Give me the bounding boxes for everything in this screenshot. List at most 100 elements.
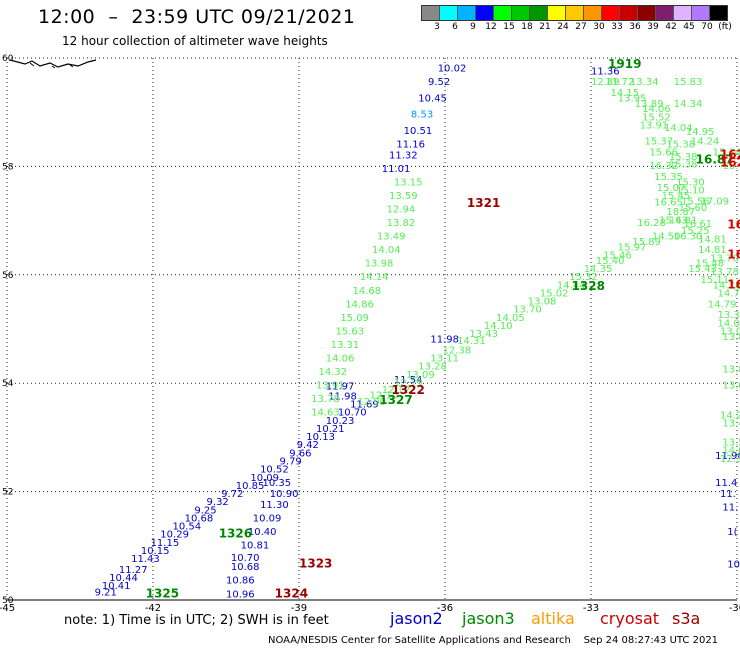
data-label-jason3: 14.02 [722,446,740,457]
data-label-jason3: 12.12 [382,385,411,396]
data-label-jason3: 12.19 [394,378,423,389]
y-tick-label: 54 [2,379,14,389]
data-label-jason3: 16.32 [649,161,678,172]
data-label-jason2: 10.85 [236,481,265,492]
data-label-jason3: 15.97 [618,242,647,253]
coastline-detail [29,62,74,69]
data-label-jason2: 1( [727,527,737,538]
data-label-s3a: 1322 [391,383,424,397]
legend-tick-label: 3 [434,22,440,32]
data-label-jason3: 14.15 [610,88,639,99]
data-label-s3a: 1324 [275,586,308,600]
data-label-jason3: 14.01 [718,318,740,329]
data-label-jason3: 12.89 [591,77,620,88]
data-label-jason2: 10.13 [306,432,335,443]
data-label-jason2: 8.53 [411,110,433,121]
data-label-jason3: 13.07 [722,381,740,392]
legend-swatch-6 [530,6,548,20]
data-label-jason3: 12.94 [387,204,416,215]
x-tick-label: -42 [145,603,161,614]
legend-tick-label: 30 [593,22,605,32]
data-label-jason3: 13.89 [635,99,664,110]
data-label-jason3: 15.25 [681,226,710,237]
data-label-cryosat: 16 [727,277,740,291]
data-label-jason3: 15.38 [669,152,698,163]
legend-swatch-12 [638,6,656,20]
y-tick-label: 60 [2,54,14,64]
data-label-jason2: 11.16 [396,139,425,150]
legend-tick-label: 9 [470,22,476,32]
data-label-jason3: 13.91 [640,120,669,131]
data-label-jason3-pass: 1919 [608,57,641,71]
data-label-jason2: 11.15 [151,538,180,549]
data-label-jason2: 10.40 [248,527,277,538]
data-label-jason3: 15.37 [645,137,674,148]
data-label-jason3: 18.87 [666,207,695,218]
data-label-jason3: 16.61 [683,219,712,230]
data-label-jason3: 15.52 [642,112,671,123]
data-label-jason2: 11.01 [382,164,411,175]
data-label-jason2: 10.09 [250,473,279,484]
data-label-jason3: 14.10 [484,321,513,332]
data-label-jason2: 10.54 [172,522,201,533]
data-label-jason3-pass: 16.87 [696,153,734,167]
coastline [9,59,97,68]
data-label-jason2: 9.66 [289,448,311,459]
data-label-jason2: 10.52 [260,465,289,476]
legend-tick-label: 33 [611,22,623,32]
data-label-s3a: 1321 [467,196,500,210]
data-label-jason3-pass: 1327 [379,393,412,407]
data-label-jason2: 11.97 [326,382,355,393]
data-label-jason2: 10.90 [270,489,299,500]
data-label-jason3: 13.43 [722,419,740,430]
data-label-jason2: 10.68 [185,513,214,524]
data-label-jason3: 15.40 [596,256,625,267]
data-label-jason3: 14.44 [557,280,586,291]
legend-tick-label: 42 [665,22,677,32]
data-label-jason3: 13.98 [365,259,394,270]
data-label-jason2: 11.30 [260,500,289,511]
data-label-jason2: 10.23 [326,416,355,427]
data-label-jason2: 9.32 [207,497,229,508]
data-label-jason3: 13.51 [722,438,740,449]
legend-s3a: s3a [672,609,701,628]
x-tick-label: -30 [729,603,740,614]
data-label-jason2: 11.98 [328,391,357,402]
legend-swatch-13 [656,6,674,20]
data-label-jason3: 15.30 [676,177,705,188]
data-label-jason3: 15.45 [662,191,691,202]
data-label-jason2: 11.98 [430,335,459,346]
data-label-jason2: 11.69 [350,400,379,411]
data-label-jason2: 11.27 [119,565,148,576]
data-label-jason3: 11.72 [606,77,635,88]
data-label-jason3: 14.14 [360,272,389,283]
data-label-cryosat: 16 [727,248,740,262]
data-label-jason2: 10.70 [231,553,260,564]
data-label-jason3: 13.08 [528,297,557,308]
data-label-jason3: 16.81 [669,215,698,226]
data-label-jason2: 9.52 [428,77,450,88]
legend-swatch-1 [440,6,458,20]
data-label-jason3: 15.34 [713,148,740,159]
color-scale-ticks: 3 6 9 12 15 18 21 24 27 30 33 36 39 42 45 70 (ft) [421,22,740,34]
data-label-jason3: 13.43 [469,329,498,340]
legend-tick-label: 18 [521,22,533,32]
data-label-jason3: 12.38 [443,345,472,356]
legend-tick-label: 15 [503,22,515,32]
data-label-jason3: 13.87 [722,332,740,343]
data-label-jason3: 15.56 [681,196,710,207]
data-label-jason3: 13.70 [710,253,739,264]
data-label-jason3: 14.79 [718,288,740,299]
data-label-jason2: 10 [727,559,740,570]
data-label-jason3: 14.50 [652,232,681,243]
y-tick-label: 50 [2,596,14,606]
legend-swatch-9 [584,6,602,20]
legend-swatch-11 [620,6,638,20]
data-label-jason3: 14.68 [353,286,382,297]
data-label-jason2: 11.36 [591,66,620,77]
chart-title: 12:00 – 23:59 UTC 09/21/2021 [38,6,356,28]
data-label-jason3: 13.91 [316,381,345,392]
data-label-jason3: 15.83 [674,77,703,88]
data-label-jason2: 11.4 [715,478,737,489]
